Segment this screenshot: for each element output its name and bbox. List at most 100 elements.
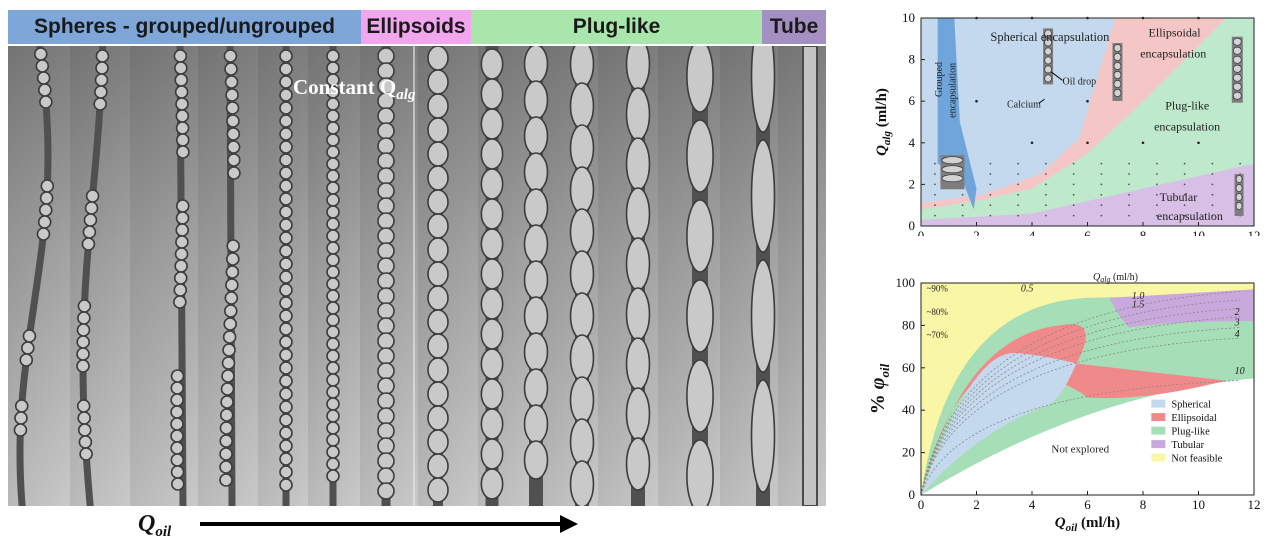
capsule (377, 287, 395, 305)
capsule (95, 61, 109, 75)
capsule (686, 359, 714, 433)
experiment-point (989, 214, 992, 217)
y-tick-label: 40 (902, 402, 915, 417)
capsule (377, 392, 395, 410)
capsule (326, 229, 340, 243)
capsule (226, 239, 240, 253)
capsule (377, 467, 395, 485)
capsule (13, 423, 28, 437)
capsule (279, 114, 293, 128)
capsule (427, 237, 449, 263)
capsule (224, 62, 238, 76)
capsule (523, 296, 549, 336)
experiment-point (1211, 214, 1214, 217)
capsule (427, 285, 449, 311)
experiment-point (933, 162, 936, 165)
y-tick-label: 10 (902, 10, 915, 25)
experiment-point (989, 162, 992, 165)
legend-swatch (1151, 440, 1166, 449)
capsule (326, 49, 340, 63)
x-tick-label: 2 (973, 497, 980, 512)
capsule (22, 329, 37, 343)
capsule (76, 323, 91, 337)
capsule (175, 211, 190, 225)
experiment-point (1155, 173, 1158, 175)
capsule (427, 333, 449, 359)
capsule (480, 438, 504, 470)
capsule (82, 225, 97, 239)
capsule (279, 62, 293, 76)
capsule (33, 47, 48, 61)
x-tick-label: 12 (1248, 228, 1261, 236)
capsule (85, 189, 100, 203)
capsule (76, 335, 91, 349)
experiment-point (1155, 183, 1158, 186)
label-ellipsoidal-2: encapsulation (1140, 47, 1206, 61)
capsule (523, 188, 549, 228)
capsule (480, 468, 504, 500)
capsule (326, 397, 340, 411)
experiment-point (961, 204, 964, 207)
capsule (39, 191, 54, 205)
experiment-point (1044, 214, 1047, 217)
x-tick-label: 10 (1192, 497, 1205, 512)
capsule (40, 179, 55, 193)
capsule (326, 181, 340, 195)
qalg-curve-label: 0.5 (1021, 283, 1034, 294)
label-plug-like-2: encapsulation (1154, 119, 1220, 133)
capsule (279, 244, 293, 258)
capsule (225, 101, 240, 115)
capsule (279, 49, 293, 63)
capsule (170, 369, 185, 383)
capsule (427, 309, 449, 335)
capsule (279, 374, 293, 388)
capsule (326, 385, 340, 399)
qalg-curve (920, 308, 1241, 496)
capsule (279, 465, 293, 479)
capsule (377, 107, 395, 125)
legend-label: Not feasible (1171, 454, 1222, 465)
qalg-curve-label: 3 (1234, 317, 1240, 328)
capsule (170, 441, 184, 455)
x-tick-label: 2 (973, 228, 980, 236)
capsule (221, 356, 236, 370)
experiment-point (933, 183, 936, 186)
capsule-inset-image (1112, 42, 1123, 101)
experiment-point (1155, 193, 1158, 196)
capsule (176, 145, 190, 159)
experiment-point (1086, 99, 1089, 103)
capsule (14, 399, 29, 413)
label-tubular-2: encapsulation (1157, 209, 1223, 223)
y-tick-label: 80 (902, 317, 915, 332)
capsule (427, 93, 449, 119)
experiment-point (1044, 162, 1047, 165)
experiment-point (1044, 183, 1047, 186)
annotation-oil-drop: Oil drop (1063, 77, 1097, 88)
capsule (225, 88, 239, 102)
capsule (326, 241, 340, 255)
capsule (377, 47, 395, 65)
capsule (76, 347, 90, 361)
capsule (279, 127, 293, 141)
capsule (523, 368, 549, 408)
experiment-point (933, 193, 936, 196)
x-tick-label: 0 (918, 228, 925, 236)
regime-label-tube: Tube (769, 15, 819, 38)
capsule (480, 198, 504, 230)
legend-swatch (1151, 426, 1166, 435)
capsule (326, 121, 340, 135)
experiment-point (1100, 183, 1103, 186)
capsule (523, 440, 549, 480)
capsule (326, 109, 340, 123)
capsule (36, 227, 51, 241)
experiment-point (1017, 183, 1020, 186)
capsule (173, 283, 188, 297)
legend-label: Plug-like (1171, 427, 1210, 438)
capsule (326, 157, 340, 171)
capsule (279, 322, 293, 336)
experiment-point (1017, 204, 1020, 207)
capsule (279, 257, 293, 271)
capsule (427, 453, 449, 479)
capsule (326, 97, 340, 111)
x-tick-label: 8 (1140, 497, 1147, 512)
